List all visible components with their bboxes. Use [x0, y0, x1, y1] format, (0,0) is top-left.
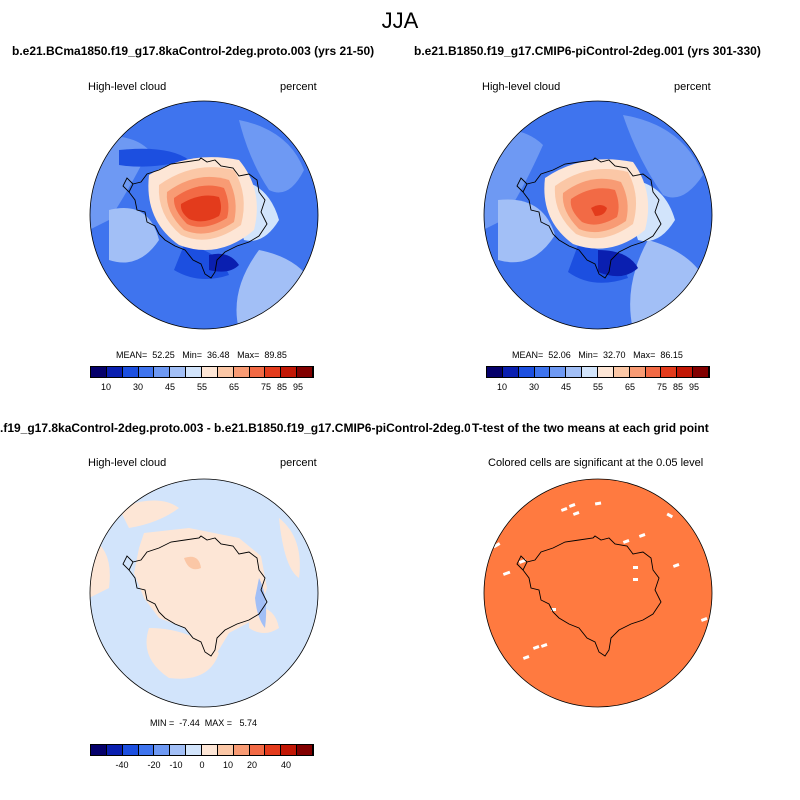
colorbar-swatch: [91, 367, 107, 377]
colorbar-swatch: [106, 745, 123, 755]
colorbar-swatch: [297, 745, 314, 755]
cb1-tick: 85: [276, 382, 288, 392]
colorbar-swatch: [297, 367, 314, 377]
cb3-tick: 0: [199, 760, 205, 770]
panel2-variable-label: High-level cloud: [482, 81, 561, 93]
cb1-tick: 75: [260, 382, 272, 392]
cb1-tick: 55: [196, 382, 208, 392]
cb3-tick: -20: [147, 760, 161, 770]
colorbar-swatch: [281, 367, 298, 377]
cb1-tick: 65: [228, 382, 240, 392]
colorbar-swatch: [122, 367, 139, 377]
colorbar-swatch: [487, 367, 503, 377]
panel3-units-label: percent: [280, 457, 317, 469]
panel4-title: T-test of the two means at each grid poi…: [472, 421, 709, 435]
colorbar-swatch: [566, 367, 583, 377]
cb2-tick: 75: [656, 382, 668, 392]
colorbar-swatch: [202, 367, 218, 377]
figure-title: JJA: [381, 8, 419, 33]
colorbar-swatch: [138, 367, 155, 377]
cb1-tick: 95: [292, 382, 304, 392]
panel3-title: .f19_g17.8kaControl-2deg.proto.003 - b.e…: [0, 421, 470, 435]
colorbar-swatch: [613, 367, 630, 377]
cb2-tick: 10: [496, 382, 508, 392]
colorbar-swatch: [265, 745, 282, 755]
cb3-tick: -40: [115, 760, 129, 770]
panel3-stats: MIN = -7.44 MAX = 5.74: [150, 718, 258, 728]
colorbar-swatch: [502, 367, 519, 377]
panel2-title: b.e21.B1850.f19_g17.CMIP6-piControl-2deg…: [414, 44, 761, 58]
cb3-tick: 40: [280, 760, 292, 770]
colorbar-swatch: [122, 745, 139, 755]
cb2-tick: 30: [528, 382, 540, 392]
colorbar-swatch: [249, 745, 266, 755]
colorbar-swatch: [202, 745, 218, 755]
panel3-colorbar: [90, 744, 314, 756]
cb2-tick: 55: [592, 382, 604, 392]
panel1-variable-label: High-level cloud: [88, 81, 167, 93]
panel2-colorbar: [486, 366, 710, 378]
cb2-tick: 65: [624, 382, 636, 392]
colorbar-swatch: [582, 367, 599, 377]
cb2-tick: 85: [672, 382, 684, 392]
colorbar-swatch: [677, 367, 694, 377]
panel2-stats: MEAN= 52.06 Min= 32.70 Max= 86.15: [512, 350, 683, 360]
colorbar-swatch: [186, 367, 203, 377]
panel2-map: [483, 100, 713, 330]
colorbar-swatch: [281, 745, 298, 755]
colorbar-swatch: [154, 745, 171, 755]
colorbar-swatch: [645, 367, 662, 377]
colorbar-swatch: [233, 745, 250, 755]
colorbar-swatch: [217, 367, 234, 377]
panel1-colorbar-ticks: 10 30 45 55 65 75 85 95: [90, 382, 314, 394]
colorbar-swatch: [170, 367, 187, 377]
colorbar-swatch: [217, 745, 234, 755]
colorbar-swatch: [693, 367, 710, 377]
colorbar-swatch: [91, 745, 107, 755]
cb1-tick: 45: [164, 382, 176, 392]
panel2-units-label: percent: [674, 81, 711, 93]
colorbar-swatch: [106, 367, 123, 377]
colorbar-swatch: [629, 367, 646, 377]
colorbar-swatch: [138, 745, 155, 755]
cb3-tick: -10: [169, 760, 183, 770]
colorbar-swatch: [249, 367, 266, 377]
panel3-colorbar-ticks: -40 -20 -10 0 10 20 40: [90, 760, 314, 772]
panel4-map: [483, 478, 713, 708]
cb1-tick: 30: [132, 382, 144, 392]
panel1-title: b.e21.BCma1850.f19_g17.8kaControl-2deg.p…: [12, 44, 375, 58]
panel1-colorbar: [90, 366, 314, 378]
colorbar-swatch: [550, 367, 567, 377]
panel1-units-label: percent: [280, 81, 317, 93]
panel3-variable-label: High-level cloud: [88, 457, 167, 469]
colorbar-swatch: [661, 367, 678, 377]
colorbar-swatch: [154, 367, 171, 377]
panel2-colorbar-ticks: 10 30 45 55 65 75 85 95: [486, 382, 710, 394]
cb3-tick: 20: [246, 760, 258, 770]
panel4-subtitle: Colored cells are significant at the 0.0…: [488, 457, 704, 469]
colorbar-swatch: [265, 367, 282, 377]
panel1-map: [89, 100, 319, 330]
colorbar-swatch: [518, 367, 535, 377]
cb2-tick: 95: [688, 382, 700, 392]
colorbar-swatch: [186, 745, 203, 755]
cb1-tick: 10: [100, 382, 112, 392]
cb2-tick: 45: [560, 382, 572, 392]
colorbar-swatch: [233, 367, 250, 377]
colorbar-swatch: [598, 367, 614, 377]
colorbar-swatch: [170, 745, 187, 755]
panel1-stats: MEAN= 52.25 Min= 36.48 Max= 89.85: [116, 350, 287, 360]
panel3-map: [89, 478, 319, 708]
colorbar-swatch: [534, 367, 551, 377]
cb3-tick: 10: [222, 760, 234, 770]
